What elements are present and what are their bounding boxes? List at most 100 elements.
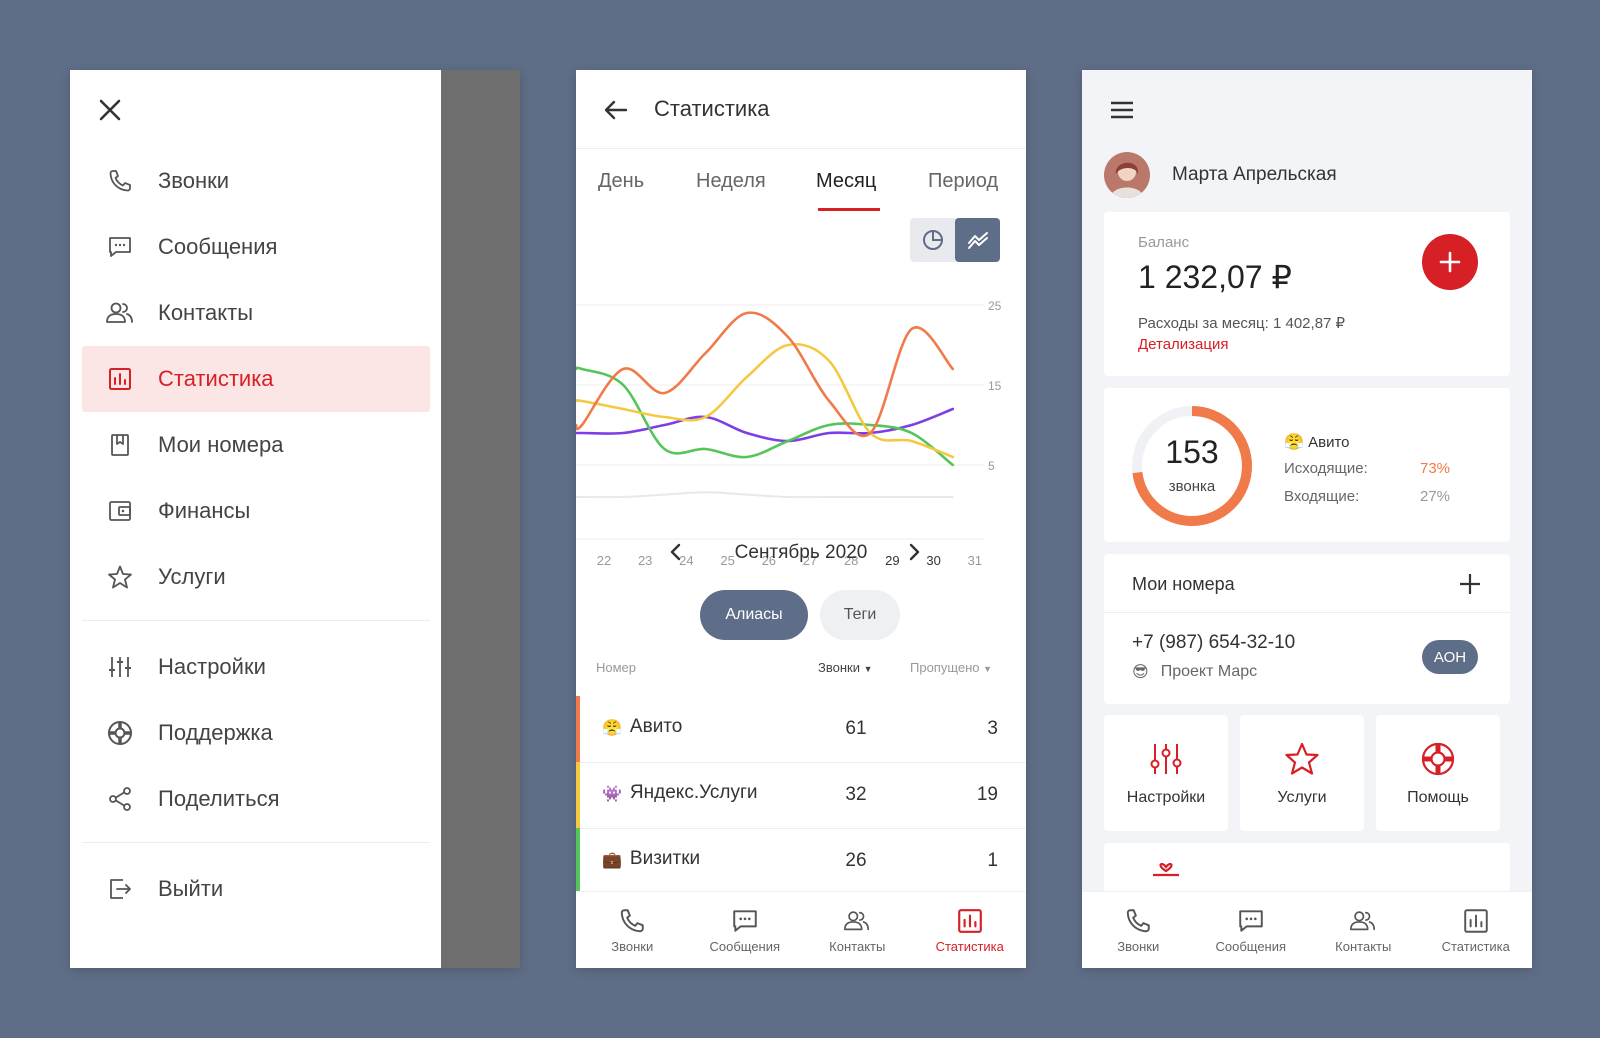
- nav-messages[interactable]: Сообщения: [1195, 892, 1308, 968]
- table-row[interactable]: 💼 Визитки 26 1: [576, 828, 1026, 895]
- next-month-arrow[interactable]: [902, 540, 926, 564]
- row-color-bar: [576, 696, 580, 762]
- row-calls: 26: [845, 850, 867, 871]
- table-row[interactable]: 😤 Авито 61 3: [576, 696, 1026, 763]
- tags-filter[interactable]: Теги: [820, 590, 900, 640]
- nav-label: Сообщения: [1215, 938, 1287, 954]
- row-name: Визитки: [629, 848, 701, 869]
- outgoing-label: Исходящие:: [1284, 460, 1368, 477]
- nav-label: Контакты: [829, 938, 886, 954]
- tile-help[interactable]: Помощь: [1376, 715, 1500, 831]
- series-line: [576, 491, 954, 499]
- close-icon[interactable]: [96, 96, 124, 124]
- plus-icon: [1460, 574, 1480, 594]
- column-header-calls[interactable]: Звонки ▼: [818, 660, 873, 675]
- back-arrow-icon[interactable]: [602, 96, 630, 124]
- menu-icon[interactable]: [1108, 96, 1136, 124]
- menu-item-logout[interactable]: Выйти: [82, 856, 430, 922]
- source-label: Авито: [1308, 434, 1350, 451]
- lifebuoy-icon: [1421, 742, 1455, 776]
- tab-day[interactable]: День: [598, 170, 645, 192]
- page-title: Статистика: [654, 96, 770, 121]
- menu-item-contacts[interactable]: Контакты: [82, 280, 430, 346]
- contacts-icon: [844, 910, 870, 930]
- tab-month[interactable]: Месяц: [816, 170, 877, 192]
- sort-down-icon: ▼: [983, 664, 993, 674]
- star-icon: [1285, 742, 1319, 775]
- my-numbers-card: Мои номера +7 (987) 654-32-10 😎 Проект Ма…: [1104, 554, 1510, 704]
- previous-month-arrow[interactable]: [664, 540, 688, 564]
- message-icon: [733, 909, 757, 932]
- balance-card: Баланс 1 232,07 ₽ Расходы за месяц: 1 40…: [1104, 212, 1510, 376]
- nav-statistics[interactable]: Статистика: [914, 892, 1027, 968]
- aliases-filter[interactable]: Алиасы: [700, 590, 808, 640]
- nav-statistics[interactable]: Статистика: [1420, 892, 1533, 968]
- avatar[interactable]: [1104, 152, 1150, 198]
- add-number-button[interactable]: [1458, 572, 1482, 596]
- nav-label: Статистика: [1441, 938, 1510, 954]
- phone-icon: [104, 165, 136, 197]
- logout-icon: [104, 873, 136, 905]
- nav-label: Сообщения: [709, 938, 781, 954]
- menu-item-label: Звонки: [158, 168, 230, 193]
- menu-item-share[interactable]: Поделиться: [82, 766, 430, 832]
- row-name: Авито: [629, 716, 683, 737]
- series-line: [576, 366, 955, 467]
- table-row[interactable]: 👾 Яндекс.Услуги 32 19: [576, 762, 1026, 829]
- menu-item-statistics[interactable]: Статистика: [82, 346, 430, 412]
- x-tick-label: 29: [885, 553, 899, 568]
- menu-item-my-numbers[interactable]: Мои номера: [82, 412, 430, 478]
- calls-count: 153: [1165, 434, 1219, 470]
- monthly-expenses: Расходы за месяц: 1 402,87 ₽: [1138, 315, 1346, 332]
- statistics-screen: Статистика День Неделя Месяц Период 5 15 2…: [576, 70, 1026, 968]
- menu-item-finance[interactable]: Финансы: [82, 478, 430, 544]
- tab-week[interactable]: Неделя: [696, 170, 766, 192]
- menu-item-label: Сообщения: [158, 234, 278, 259]
- bottom-navigation: Звонки Сообщения Контакты Статистика: [1082, 891, 1532, 968]
- bottom-navigation: Звонки Сообщения Контакты Статистика: [576, 891, 1026, 968]
- emoji-icon: 💼: [602, 849, 622, 869]
- wallet-icon: [104, 495, 136, 527]
- details-link[interactable]: Детализация: [1138, 336, 1229, 353]
- tile-settings[interactable]: Настройки: [1104, 715, 1228, 831]
- chart-icon: [104, 363, 136, 395]
- project-name: Проект Марс: [1160, 662, 1258, 680]
- tab-period[interactable]: Период: [928, 170, 999, 192]
- aon-badge[interactable]: АОН: [1422, 640, 1478, 674]
- series-line: [576, 407, 955, 443]
- chevron-left-icon: [670, 543, 681, 561]
- nav-contacts[interactable]: Контакты: [1307, 892, 1420, 968]
- menu-item-calls[interactable]: Звонки: [82, 148, 430, 214]
- profile-screen: Марта Апрельская Баланс 1 232,07 ₽ Расхо…: [1082, 70, 1532, 968]
- emoji-icon: 😤: [1284, 432, 1304, 451]
- nav-calls[interactable]: Звонки: [1082, 892, 1195, 968]
- menu-item-settings[interactable]: Настройки: [82, 634, 430, 700]
- column-header-missed[interactable]: Пропущено ▼: [910, 660, 992, 675]
- balance-label: Баланс: [1138, 234, 1190, 251]
- x-tick-label: 31: [968, 553, 982, 568]
- column-header-missed-label: Пропущено: [910, 660, 980, 675]
- next-tile-row: [1104, 843, 1510, 893]
- nav-contacts[interactable]: Контакты: [801, 892, 914, 968]
- line-chart-toggle[interactable]: [955, 218, 1000, 262]
- y-tick-label: 25: [988, 299, 1002, 313]
- phone-number[interactable]: +7 (987) 654-32-10: [1132, 632, 1296, 653]
- tile-services[interactable]: Услуги: [1240, 715, 1364, 831]
- pie-chart-toggle[interactable]: [910, 218, 955, 262]
- menu-item-support[interactable]: Поддержка: [82, 700, 430, 766]
- row-name: Яндекс.Услуги: [629, 782, 758, 803]
- incoming-value: 27%: [1420, 488, 1451, 505]
- menu-item-messages[interactable]: Сообщения: [82, 214, 430, 280]
- nav-calls[interactable]: Звонки: [576, 892, 689, 968]
- project-label: 😎 Проект Марс: [1132, 662, 1257, 681]
- menu-item-label: Финансы: [158, 498, 251, 523]
- menu-item-label: Услуги: [158, 564, 226, 589]
- column-header-calls-label: Звонки: [818, 660, 860, 675]
- nav-messages[interactable]: Сообщения: [689, 892, 802, 968]
- sliders-icon: [104, 651, 136, 683]
- emoji-icon: 👾: [602, 783, 622, 803]
- menu-item-label: Настройки: [158, 654, 266, 679]
- top-up-button[interactable]: [1422, 234, 1478, 290]
- divider: [1104, 612, 1510, 613]
- menu-item-services[interactable]: Услуги: [82, 544, 430, 610]
